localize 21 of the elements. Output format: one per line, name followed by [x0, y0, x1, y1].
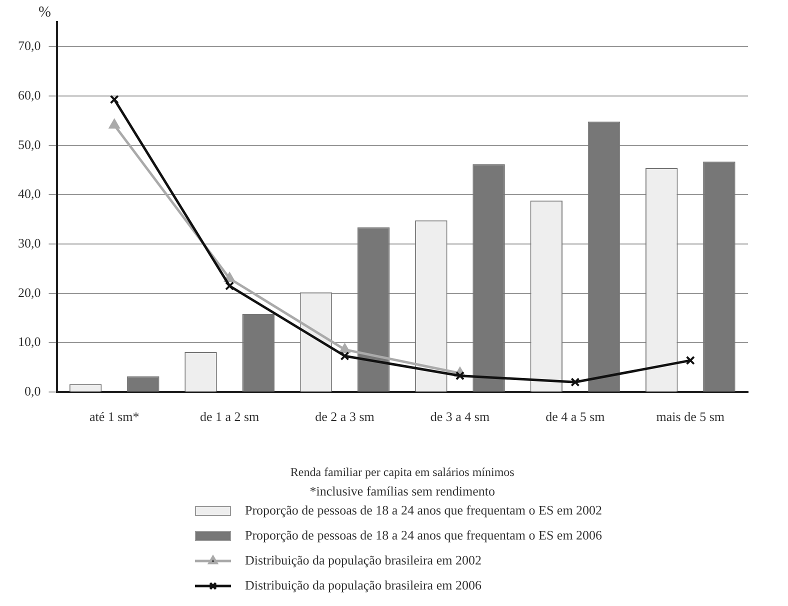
y-tick-label: 0,0: [24, 383, 41, 398]
y-tick-label: 30,0: [18, 235, 41, 250]
x-tick-label: até 1 sm*: [89, 409, 140, 424]
x-tick-label: de 4 a 5 sm: [546, 409, 605, 424]
y-axis-title: %: [38, 4, 51, 20]
y-tick-label: 60,0: [18, 87, 41, 102]
text: *inclusive famílias sem rendimento: [310, 483, 495, 498]
y-tick-label: 20,0: [18, 284, 41, 300]
x-axis-title: Renda familiar per capita em salários mínimos: [290, 464, 515, 479]
x-tick-label: mais de 5 sm: [656, 409, 725, 424]
legend-label: Distribuição da população brasileira em 2002: [245, 552, 482, 568]
legend-label: Proporção de pessoas de 18 a 24 anos que frequentam o ES em 2006: [245, 527, 603, 542]
y-tick-label: 10,0: [18, 334, 41, 350]
y-tick-label: 70,0: [18, 38, 41, 54]
x-tick-label: de 3 a 4 sm: [430, 409, 490, 424]
legend-label: Distribuição da população brasileira em 2006: [245, 577, 482, 592]
y-tick-label: 50,0: [18, 136, 41, 152]
x-tick-label: de 1 a 2 sm: [200, 409, 260, 424]
y-tick-label: 40,0: [18, 186, 41, 202]
legend-label: Proporção de pessoas de 18 a 24 anos que frequentam o ES em 2002: [245, 502, 602, 518]
x-tick-label: de 2 a 3 sm: [315, 409, 374, 424]
